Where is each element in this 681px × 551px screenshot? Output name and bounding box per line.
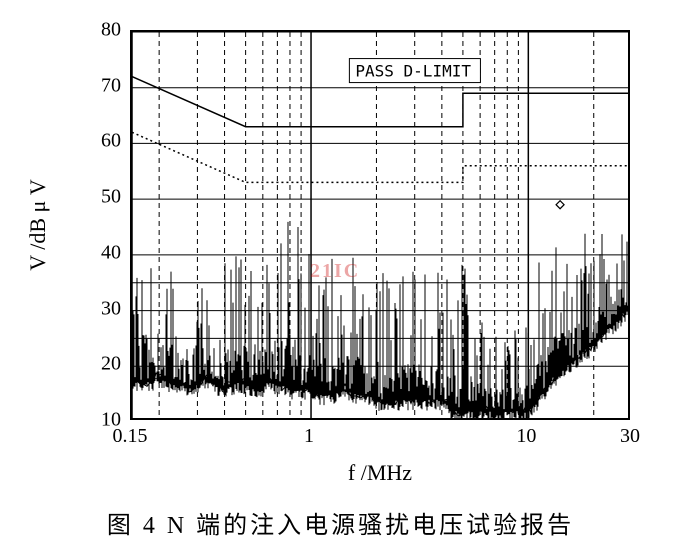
figure-container: V /dB μ V f /MHz 1020304050607080 0.1511… xyxy=(0,0,681,551)
x-axis-label: f /MHz xyxy=(348,460,412,486)
y-tick: 70 xyxy=(101,74,121,97)
y-tick: 80 xyxy=(101,19,121,42)
x-tick: 1 xyxy=(304,425,314,448)
caption-text: 图 4 N 端的注入电源骚扰电压试验报告 xyxy=(107,513,574,539)
figure-caption: 图 4 N 端的注入电源骚扰电压试验报告 xyxy=(0,505,681,540)
y-tick: 20 xyxy=(101,353,121,376)
y-axis-label: V /dB μ V xyxy=(25,179,51,270)
plot-svg: PASS D-LIMIT xyxy=(132,32,630,420)
watermark: 21IC xyxy=(310,260,360,283)
watermark-text: 21IC xyxy=(310,260,360,282)
x-tick: 10 xyxy=(516,425,536,448)
x-axis-text: f /MHz xyxy=(348,460,412,485)
plot-area: PASS D-LIMIT xyxy=(130,30,630,420)
x-tick: 30 xyxy=(620,425,640,448)
y-tick: 30 xyxy=(101,297,121,320)
y-axis-text: V /dB μ V xyxy=(25,179,50,270)
x-tick: 0.15 xyxy=(113,425,148,448)
y-tick: 60 xyxy=(101,130,121,153)
y-tick: 40 xyxy=(101,241,121,264)
svg-text:PASS D-LIMIT: PASS D-LIMIT xyxy=(355,62,471,81)
y-tick: 50 xyxy=(101,186,121,209)
